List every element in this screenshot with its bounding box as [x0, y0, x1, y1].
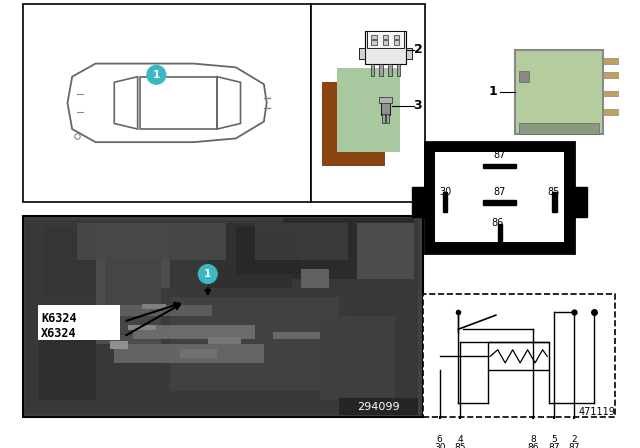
- Bar: [604, 58, 620, 64]
- Circle shape: [198, 265, 217, 284]
- Bar: [435, 152, 564, 242]
- Bar: [105, 232, 161, 335]
- Bar: [109, 341, 128, 349]
- Text: 1: 1: [153, 70, 160, 80]
- Bar: [423, 293, 614, 417]
- Bar: [406, 47, 412, 59]
- Text: 87: 87: [493, 187, 506, 197]
- Bar: [133, 325, 255, 340]
- Bar: [379, 64, 383, 76]
- Bar: [310, 4, 425, 202]
- Bar: [387, 114, 389, 122]
- Text: 87: 87: [493, 150, 506, 160]
- Bar: [498, 224, 502, 241]
- Bar: [283, 218, 413, 279]
- Text: X6324: X6324: [42, 327, 77, 340]
- Bar: [161, 288, 348, 400]
- Bar: [388, 64, 392, 76]
- Text: 85: 85: [548, 187, 560, 197]
- Bar: [394, 40, 399, 45]
- Text: K6324: K6324: [42, 312, 77, 325]
- Bar: [273, 332, 320, 340]
- Bar: [604, 90, 620, 96]
- Bar: [357, 223, 413, 279]
- Text: 2: 2: [572, 435, 577, 444]
- Text: 471119: 471119: [579, 407, 616, 417]
- Text: 86: 86: [492, 218, 504, 228]
- Text: 4: 4: [458, 435, 463, 444]
- Bar: [604, 109, 620, 115]
- Text: 86: 86: [527, 443, 539, 448]
- Bar: [40, 307, 95, 400]
- Bar: [425, 142, 574, 253]
- Bar: [519, 71, 529, 82]
- Text: 30: 30: [434, 443, 445, 448]
- Bar: [208, 337, 241, 344]
- Bar: [483, 164, 516, 168]
- Bar: [394, 34, 399, 39]
- Bar: [22, 216, 423, 417]
- Text: 3: 3: [413, 99, 422, 112]
- Bar: [255, 223, 348, 260]
- Bar: [381, 98, 390, 115]
- Text: 5: 5: [551, 435, 557, 444]
- Bar: [381, 114, 385, 122]
- Bar: [128, 324, 156, 330]
- Bar: [574, 187, 588, 217]
- Bar: [95, 223, 170, 344]
- Text: 85: 85: [454, 443, 466, 448]
- Bar: [236, 227, 301, 274]
- Bar: [322, 82, 385, 167]
- Bar: [379, 97, 392, 103]
- Bar: [519, 122, 598, 134]
- Text: 2: 2: [413, 43, 422, 56]
- Bar: [119, 305, 212, 316]
- Bar: [483, 200, 516, 205]
- Bar: [301, 269, 330, 288]
- Text: 1: 1: [489, 85, 498, 98]
- Bar: [26, 220, 418, 414]
- Bar: [180, 349, 217, 358]
- Text: 1: 1: [204, 269, 211, 279]
- Bar: [371, 40, 377, 45]
- Bar: [359, 47, 365, 59]
- Bar: [552, 192, 557, 212]
- Bar: [337, 68, 401, 152]
- Bar: [371, 64, 374, 76]
- Bar: [365, 31, 406, 64]
- Bar: [367, 31, 404, 47]
- Bar: [115, 344, 264, 363]
- Text: 294099: 294099: [358, 402, 400, 412]
- Bar: [170, 297, 339, 391]
- Bar: [140, 77, 217, 129]
- Bar: [488, 342, 549, 370]
- Bar: [397, 64, 401, 76]
- Bar: [339, 398, 418, 415]
- Bar: [44, 227, 95, 297]
- Bar: [142, 304, 166, 309]
- Bar: [515, 50, 604, 134]
- Bar: [320, 316, 395, 400]
- Bar: [604, 72, 620, 78]
- Text: 8: 8: [531, 435, 536, 444]
- Bar: [371, 34, 377, 39]
- Text: 6: 6: [437, 435, 443, 444]
- Bar: [383, 34, 388, 39]
- Text: 87: 87: [548, 443, 559, 448]
- Bar: [442, 192, 447, 212]
- Bar: [208, 223, 292, 288]
- Bar: [22, 4, 310, 202]
- Bar: [412, 187, 425, 217]
- Text: 87: 87: [568, 443, 580, 448]
- Text: 30: 30: [439, 187, 451, 197]
- Bar: [38, 305, 120, 340]
- Bar: [383, 40, 388, 45]
- Circle shape: [147, 65, 166, 84]
- Bar: [77, 223, 227, 260]
